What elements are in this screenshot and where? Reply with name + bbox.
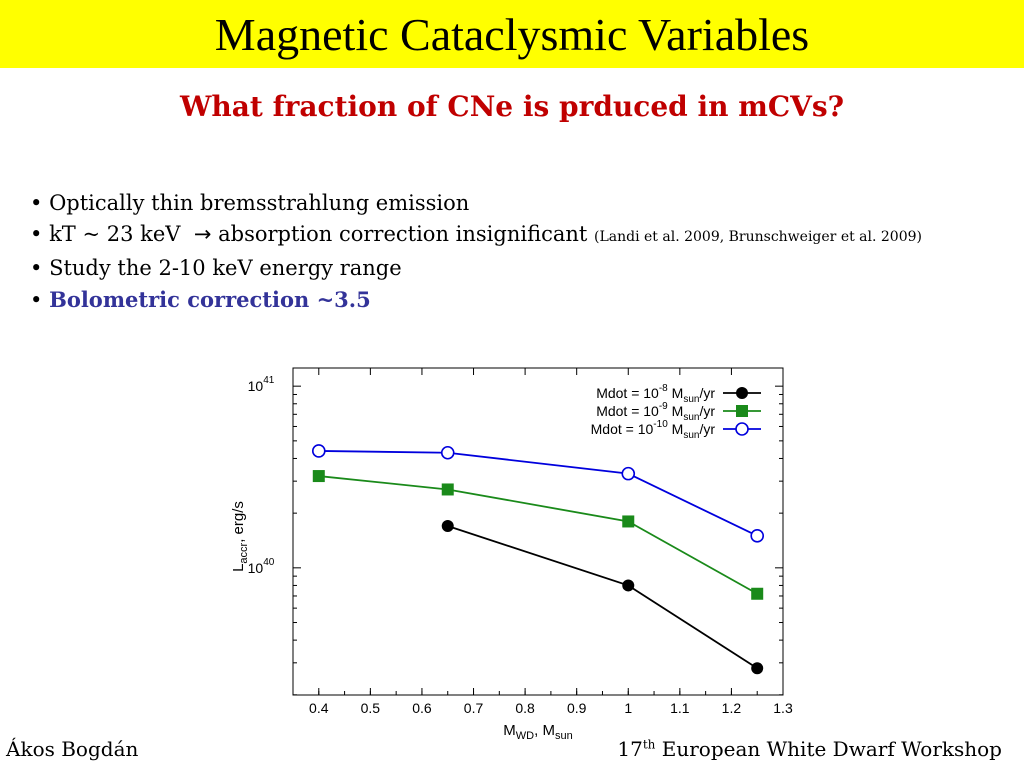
y-tick-base: 10 [248,378,264,394]
legend-text: /yr [699,421,715,437]
x-tick-label: 0.4 [309,700,329,716]
y-label-sub: accr [238,542,250,563]
bullet-text: Study the 2-10 keV energy range [49,256,402,280]
data-point [751,662,764,675]
event-number: 17 [617,737,643,761]
data-point [622,515,635,528]
bullet-text: Optically thin bremsstrahlung emission [49,191,470,215]
title-bar: Magnetic Cataclysmic Variables [0,0,1024,68]
legend-text: Mdot = 10 [596,385,659,401]
plot-frame [292,367,784,696]
chart-svg: 0.4 0.5 0.6 0.7 0.8 0.9 1 1.1 1.2 1.310401041MWD,… [230,367,793,742]
legend-marker [735,422,749,436]
legend-exp: -8 [659,383,668,394]
legend-text: M [668,385,684,401]
x-tick-label: 0.7 [464,700,484,716]
x-label-main: M [503,722,516,739]
x-tick-label: 0.6 [412,700,432,716]
event-ordinal: th [642,737,656,752]
legend-exp: -10 [653,419,668,430]
x-tick-label: 0.5 [361,700,381,716]
bullet-text: kT ~ 23 keV [49,222,194,246]
x-tick-label: 0.8 [515,700,535,716]
luminosity-chart: 0.4 0.5 0.6 0.7 0.8 0.9 1 1.1 1.2 1.3 1040 1041 MWD,… [215,365,805,745]
footer-author: Ákos Bogdán [6,737,139,761]
bullet-marker: • [30,256,43,280]
citation: (Landi et al. 2009, Brunschweiger et al.… [594,229,922,245]
legend-label: Mdot = 10-10 Msun/yr [591,419,716,441]
x-tick-label: 0.9 [567,700,587,716]
legend-marker [736,387,748,399]
bullet-item: • kT ~ 23 keV → absorption correction in… [30,219,1010,253]
bullet-item: • Study the 2-10 keV energy range [30,253,1010,284]
bullet-marker: • [30,288,43,312]
y-tick-label: 1041 [248,375,275,394]
bullet-item: • Bolometric correction ~3.5 [30,284,1010,316]
y-tick-label: 1040 [248,557,275,576]
x-tick-label: 1.2 [722,700,742,716]
x-tick-label: 1.1 [670,700,690,716]
data-point [441,483,454,496]
legend-label: Mdot = 10-9 Msun/yr [596,401,715,423]
event-name: European White Dwarf Workshop [655,737,1002,761]
x-label-rest: , M [534,722,555,739]
legend-label: Mdot = 10-8 Msun/yr [596,383,715,405]
x-tick-label: 1 [624,700,632,716]
bullet-list: • Optically thin bremsstrahlung emission… [30,188,1010,316]
series-line [318,475,758,595]
legend-text: M [668,421,684,437]
legend-sub: sun [683,430,699,441]
legend-text: Mdot = 10 [591,421,654,437]
data-point [441,519,454,532]
bullet-marker: • [30,222,43,246]
x-axis-label: MWD, Msun [503,722,572,742]
legend-text: /yr [699,403,715,419]
data-point [312,470,325,483]
footer-event: 17th European White Dwarf Workshop [617,737,1002,761]
series-line [447,525,758,670]
x-label-sub: WD [516,730,534,742]
legend-text: M [668,403,684,419]
data-point [622,579,635,592]
data-point [750,529,765,543]
bullet-text-highlight: Bolometric correction ~3.5 [49,287,371,312]
bullet-text: absorption correction insignificant [211,222,594,246]
y-tick-exp: 40 [263,557,275,568]
data-point [751,587,764,600]
bullet-item: • Optically thin bremsstrahlung emission [30,188,1010,219]
legend-text: /yr [699,385,715,401]
legend-sub: sun [683,394,699,405]
right-arrow-icon: → [193,222,212,246]
x-tick-label: 1.3 [773,700,793,716]
y-axis-label: Laccr, erg/s [230,501,250,572]
bullet-marker: • [30,191,43,215]
slide-title: Magnetic Cataclysmic Variables [214,8,810,60]
x-label-sub2: sun [555,730,573,742]
y-tick-base: 10 [248,560,264,576]
series-line [318,450,758,537]
legend-marker [736,405,748,417]
data-point [311,444,326,458]
y-label-main: L [230,564,247,572]
legend-sub: sun [683,412,699,423]
slide-subtitle: What fraction of CNe is prduced in mCVs? [179,90,845,123]
legend-text: Mdot = 10 [596,403,659,419]
data-point [440,445,455,460]
data-point [621,466,636,481]
legend-exp: -9 [659,401,668,412]
y-tick-exp: 41 [263,375,275,386]
y-label-rest: , erg/s [230,501,247,543]
